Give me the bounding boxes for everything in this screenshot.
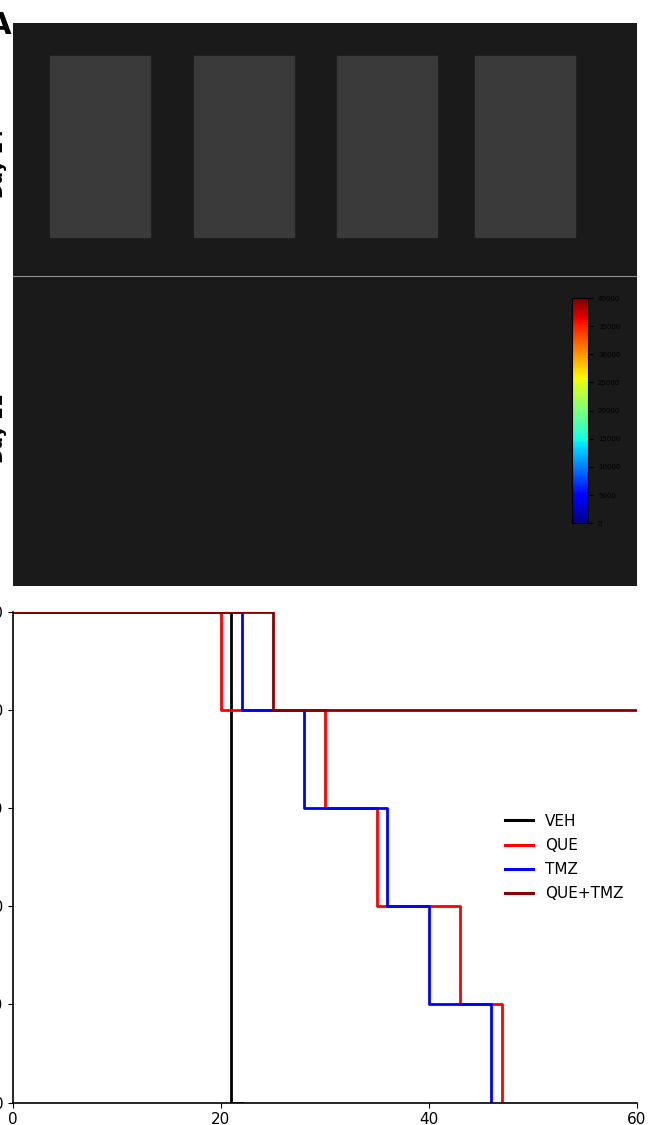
Polygon shape bbox=[51, 56, 150, 236]
Polygon shape bbox=[337, 56, 437, 236]
Polygon shape bbox=[13, 22, 637, 586]
Polygon shape bbox=[194, 56, 294, 236]
Text: A: A bbox=[0, 11, 12, 40]
Text: Day 21: Day 21 bbox=[0, 394, 6, 464]
Text: Day 14: Day 14 bbox=[0, 128, 6, 198]
Legend: VEH, QUE, TMZ, QUE+TMZ: VEH, QUE, TMZ, QUE+TMZ bbox=[499, 808, 629, 908]
Polygon shape bbox=[474, 56, 575, 236]
